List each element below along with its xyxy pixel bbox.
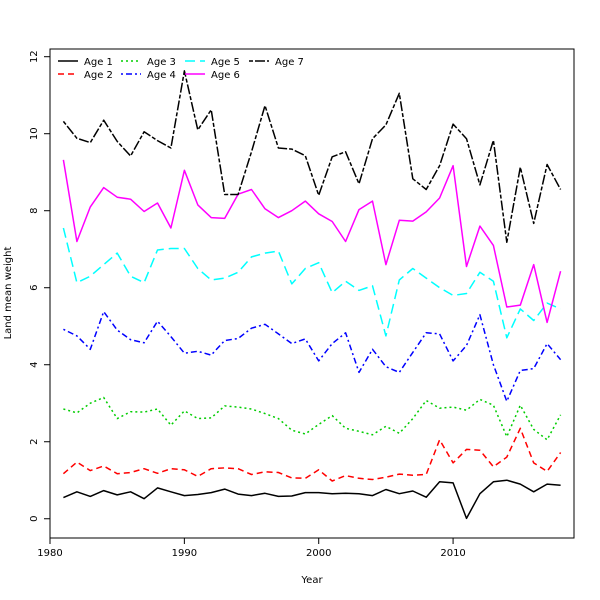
x-tick-label: 2000 [306, 548, 331, 559]
x-axis-title: Year [300, 575, 323, 586]
x-tick-label: 1980 [37, 548, 62, 559]
legend-label: Age 1 [84, 57, 113, 68]
series-line-age-6 [62, 159, 562, 324]
legend: Age 1 Age 2 Age 3 Age 4 Age 5 Age 6 Age 7 [58, 57, 304, 81]
y-tick-label: 10 [29, 127, 40, 140]
series-line-age-5 [62, 227, 561, 339]
x-tick-label: 2010 [440, 548, 465, 559]
y-tick-label: 2 [29, 439, 40, 445]
legend-label: Age 6 [211, 70, 240, 81]
x-tick-label: 1990 [172, 548, 197, 559]
legend-label: Age 2 [84, 70, 113, 81]
legend-label: Age 3 [147, 57, 176, 68]
y-tick-label: 4 [29, 362, 40, 368]
x-axis: 1980 1990 2000 2010 [37, 538, 466, 559]
series-line-age-2 [62, 427, 562, 482]
legend-label: Age 5 [211, 57, 240, 68]
series-line-age-7 [62, 70, 562, 244]
y-axis-title: Land mean weight [3, 247, 14, 340]
y-tick-label: 0 [29, 516, 40, 522]
series-line-age-4 [63, 310, 562, 403]
y-tick-label: 12 [29, 50, 40, 63]
legend-label: Age 4 [147, 70, 176, 81]
y-tick-label: 8 [29, 208, 40, 214]
series-layer [62, 70, 562, 520]
series-line-age-3 [63, 396, 562, 441]
y-tick-label: 6 [29, 285, 40, 291]
series-line-age-1 [63, 479, 561, 520]
y-axis: 0 2 4 6 8 10 12 [29, 50, 50, 522]
plot-frame [49, 48, 575, 539]
legend-label: Age 7 [275, 57, 304, 68]
